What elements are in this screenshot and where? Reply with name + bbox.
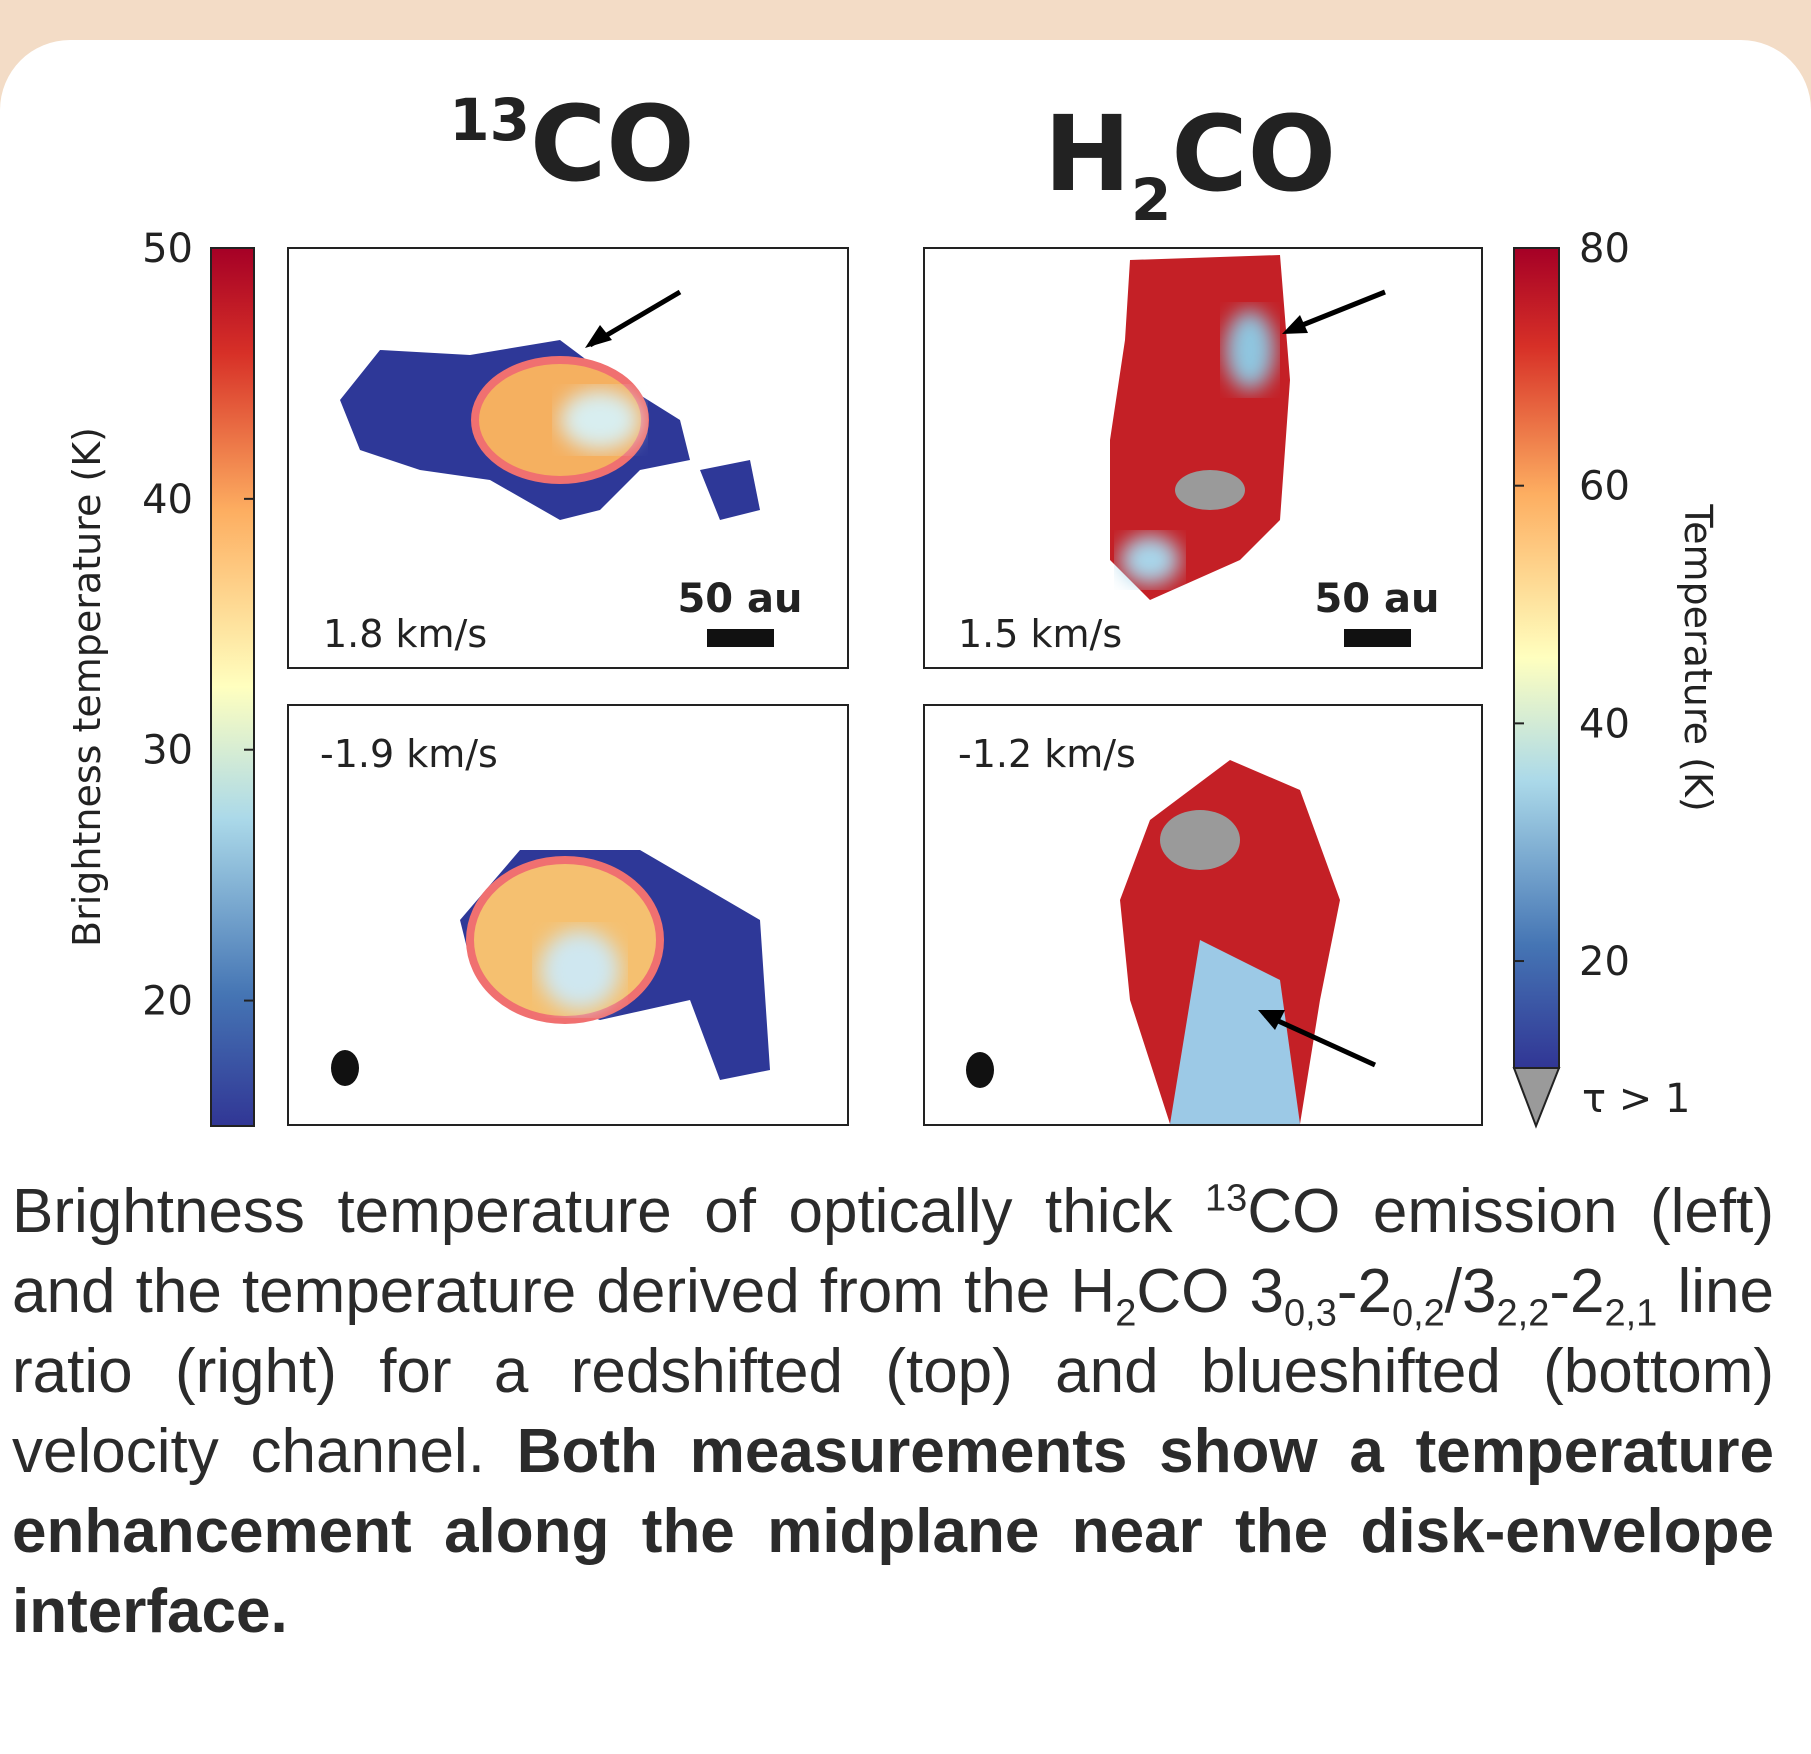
velocity-label: -1.2 km/s [958, 732, 1136, 776]
colorbar-tick-label: 50 [142, 226, 193, 272]
title-13co: 13CO [449, 83, 694, 205]
title-h2co: H2CO [1044, 93, 1336, 234]
caption-sub: 2 [1115, 1292, 1136, 1334]
scalebar-label: 50 au [677, 576, 802, 622]
caption-sub: 2,2 [1497, 1292, 1550, 1334]
page: 13CO H2CO τ > 1 Brightness temperature (… [0, 0, 1811, 1754]
left-colorbar-label: Brightness temperature (K) [65, 427, 109, 947]
caption: Brightness temperature of optically thic… [12, 1172, 1774, 1652]
colorbar-extension [1514, 1068, 1559, 1126]
caption-normal: Brightness temperature of optically thic… [12, 1177, 1205, 1246]
colorbar-tick-label: 60 [1579, 464, 1630, 510]
left-colorbar [211, 248, 254, 1126]
colorbar-tick-label: 20 [142, 979, 193, 1025]
right-colorbar-label: Temperature (K) [1676, 503, 1720, 811]
extension-label: τ > 1 [1582, 1076, 1690, 1122]
scalebar-label: 50 au [1314, 576, 1439, 622]
colorbar-tick-label: 80 [1579, 226, 1630, 272]
caption-sub: 0,2 [1392, 1292, 1445, 1334]
caption-normal: CO 3 [1136, 1257, 1284, 1326]
velocity-label: -1.9 km/s [320, 732, 498, 776]
velocity-label: 1.5 km/s [958, 612, 1122, 656]
right-colorbar [1514, 248, 1559, 1068]
caption-normal: -2 [1549, 1257, 1604, 1326]
caption-sub: 0,3 [1284, 1292, 1337, 1334]
caption-sub: 2,1 [1604, 1292, 1657, 1334]
caption-sup: 13 [1205, 1177, 1247, 1219]
velocity-label: 1.8 km/s [323, 612, 487, 656]
colorbar-tick-label: 40 [1579, 701, 1630, 747]
colorbar-tick-label: 20 [1579, 939, 1630, 985]
caption-normal: -2 [1337, 1257, 1392, 1326]
colorbar-tick-label: 30 [142, 728, 193, 774]
caption-normal: /3 [1445, 1257, 1497, 1326]
figure: 13CO H2CO τ > 1 Brightness temperature (… [0, 0, 1811, 1170]
colorbar-tick-label: 40 [142, 477, 193, 523]
